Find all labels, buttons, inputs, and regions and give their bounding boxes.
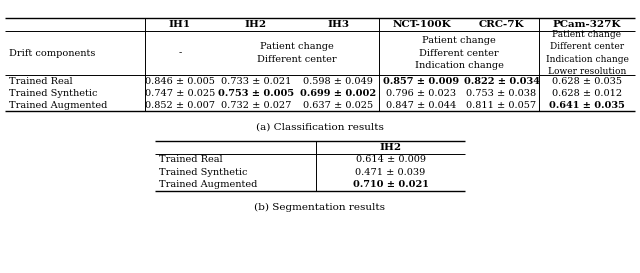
Text: 0.733 ± 0.021: 0.733 ± 0.021 (221, 76, 291, 85)
Text: Trained Real: Trained Real (159, 155, 223, 164)
Text: Trained Real: Trained Real (9, 76, 72, 85)
Text: 0.710 ± 0.021: 0.710 ± 0.021 (353, 180, 429, 189)
Text: 0.598 ± 0.049: 0.598 ± 0.049 (303, 76, 373, 85)
Text: 0.747 ± 0.025: 0.747 ± 0.025 (145, 88, 215, 97)
Text: Patient change
Different center
Indication change: Patient change Different center Indicati… (415, 36, 504, 70)
Text: 0.637 ± 0.025: 0.637 ± 0.025 (303, 100, 373, 109)
Text: 0.753 ± 0.038: 0.753 ± 0.038 (467, 88, 536, 97)
Text: 0.857 ± 0.009: 0.857 ± 0.009 (383, 76, 460, 85)
Text: 0.732 ± 0.027: 0.732 ± 0.027 (221, 100, 291, 109)
Text: IH2: IH2 (245, 20, 267, 29)
Text: IH2: IH2 (380, 143, 402, 152)
Text: 0.628 ± 0.012: 0.628 ± 0.012 (552, 88, 622, 97)
Text: 0.796 ± 0.023: 0.796 ± 0.023 (387, 88, 456, 97)
Text: (b) Segmentation results: (b) Segmentation results (255, 203, 385, 212)
Text: 0.811 ± 0.057: 0.811 ± 0.057 (467, 100, 536, 109)
Text: CRC-7K: CRC-7K (479, 20, 524, 29)
Text: 0.852 ± 0.007: 0.852 ± 0.007 (145, 100, 215, 109)
Text: Drift components: Drift components (9, 49, 95, 58)
Text: NCT-100K: NCT-100K (392, 20, 451, 29)
Text: (a) Classification results: (a) Classification results (256, 123, 384, 132)
Text: 0.753 ± 0.005: 0.753 ± 0.005 (218, 88, 294, 97)
Text: Trained Augmented: Trained Augmented (159, 180, 257, 189)
Text: 0.641 ± 0.035: 0.641 ± 0.035 (549, 100, 625, 109)
Text: IH1: IH1 (169, 20, 191, 29)
Text: 0.614 ± 0.009: 0.614 ± 0.009 (356, 155, 426, 164)
Text: 0.822 ± 0.034: 0.822 ± 0.034 (463, 76, 540, 85)
Text: Trained Augmented: Trained Augmented (9, 100, 108, 109)
Text: Trained Synthetic: Trained Synthetic (159, 168, 248, 177)
Text: Trained Synthetic: Trained Synthetic (9, 88, 97, 97)
Text: Patient change
Different center
Indication change
Lower resolution: Patient change Different center Indicati… (545, 30, 628, 76)
Text: PCam-327K: PCam-327K (553, 20, 621, 29)
Text: Patient change
Different center: Patient change Different center (257, 42, 337, 64)
Text: -: - (179, 49, 182, 58)
Text: 0.471 ± 0.039: 0.471 ± 0.039 (355, 168, 426, 177)
Text: 0.699 ± 0.002: 0.699 ± 0.002 (300, 88, 376, 97)
Text: 0.846 ± 0.005: 0.846 ± 0.005 (145, 76, 215, 85)
Text: 0.847 ± 0.044: 0.847 ± 0.044 (387, 100, 456, 109)
Text: IH3: IH3 (327, 20, 349, 29)
Text: 0.628 ± 0.035: 0.628 ± 0.035 (552, 76, 622, 85)
